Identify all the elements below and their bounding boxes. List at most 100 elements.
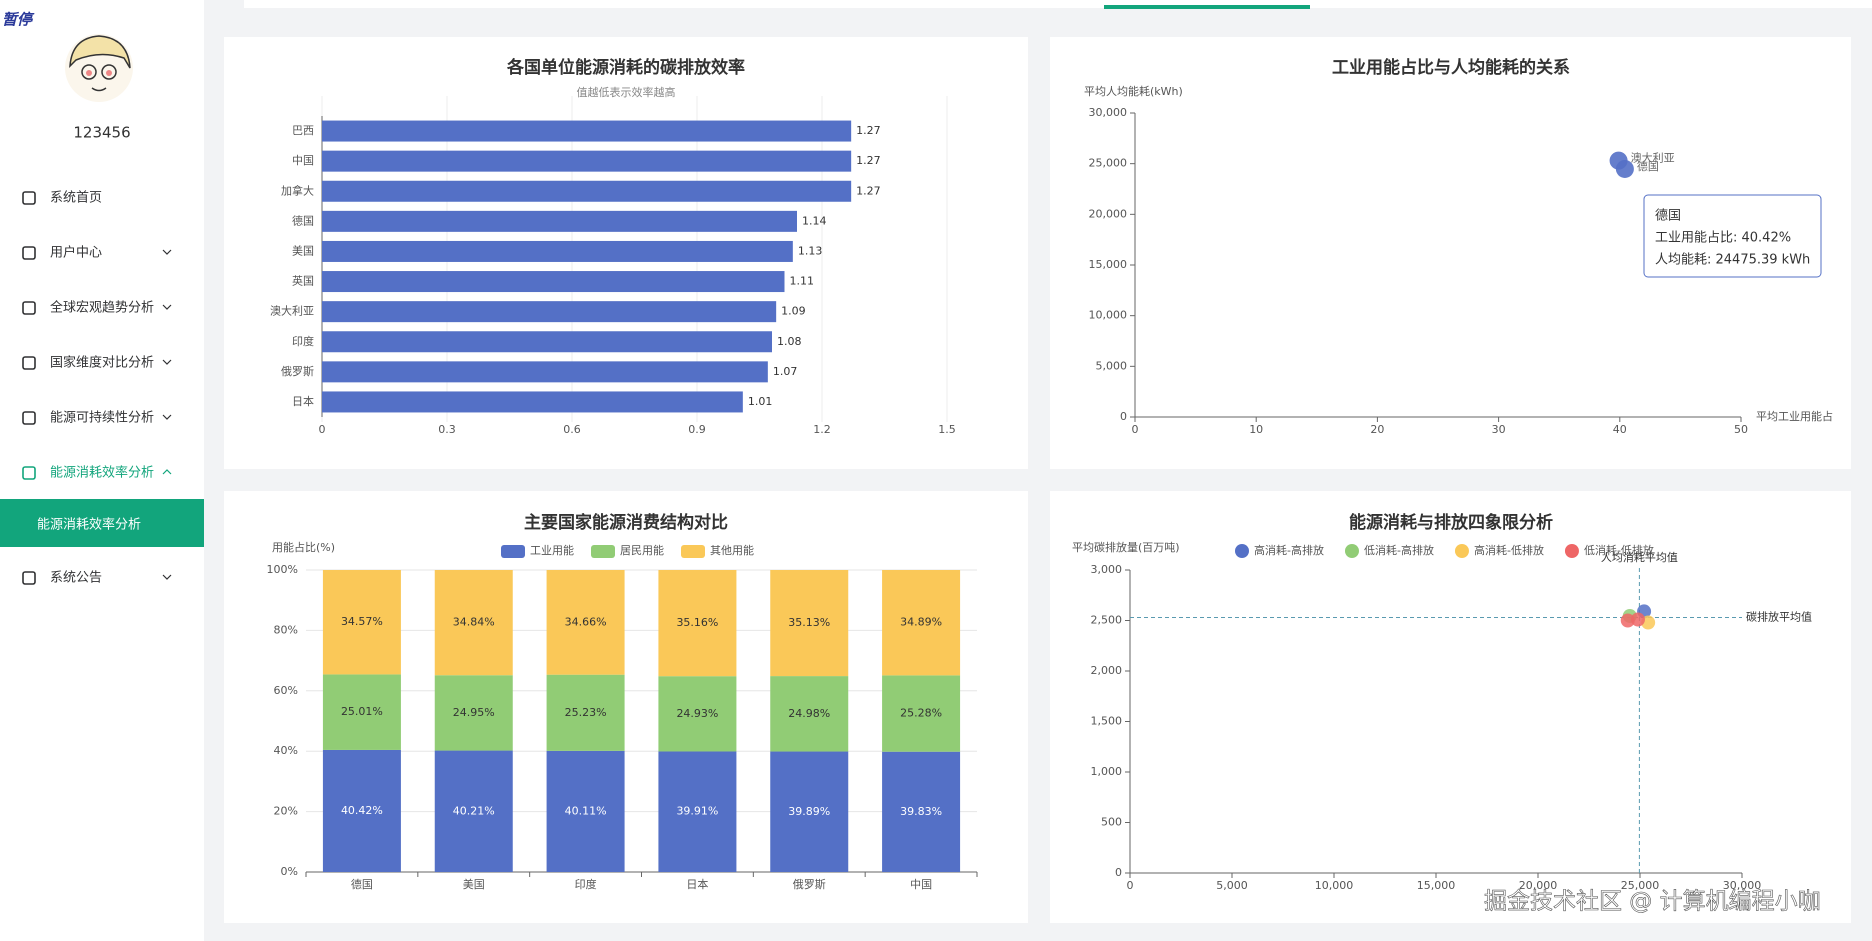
y-tick-label: 1,000	[1091, 765, 1123, 778]
menu-item[interactable]: 系统公告	[50, 571, 102, 586]
y-tick-label: 美国	[292, 244, 314, 257]
mark-line-label: 人均消耗平均值	[1601, 550, 1678, 564]
data-label: 25.23%	[565, 706, 607, 719]
data-label: 34.84%	[453, 616, 495, 629]
data-label: 1.13	[798, 244, 823, 257]
data-label: 24.98%	[788, 707, 830, 720]
x-tick-label: 50	[1734, 423, 1748, 436]
legend-swatch	[1564, 544, 1579, 558]
x-tick-label: 10,000	[1315, 879, 1354, 892]
x-tick-label: 俄罗斯	[793, 878, 826, 891]
bar	[322, 240, 793, 262]
bar-segment	[658, 676, 737, 752]
bar	[322, 150, 852, 172]
active-submenu[interactable]	[0, 499, 204, 547]
avatar	[65, 34, 133, 102]
y-tick-label: 1,500	[1091, 715, 1123, 728]
y-tick-label: 俄罗斯	[281, 365, 314, 378]
x-tick-label: 0.3	[438, 423, 456, 436]
data-label: 39.89%	[788, 805, 830, 818]
legend-label: 低消耗-低排放	[1584, 543, 1654, 557]
x-tick-label: 0	[319, 423, 326, 436]
chevron	[162, 574, 172, 580]
data-label: 24.95%	[453, 706, 495, 719]
point	[1630, 612, 1645, 627]
data-label: 34.89%	[900, 616, 942, 629]
chevron	[162, 249, 172, 255]
point	[1620, 613, 1635, 628]
y-tick-label: 日本	[292, 394, 314, 408]
bar	[322, 361, 768, 383]
y-tick-label: 2,500	[1091, 614, 1123, 627]
panel	[1050, 491, 1851, 923]
x-tick-label: 1.5	[938, 423, 956, 436]
y-axis-title: 平均人均能耗(kWh)	[1084, 84, 1183, 98]
bar-segment	[434, 675, 513, 751]
bar-segment	[434, 570, 513, 676]
bar-segment	[882, 570, 961, 676]
menu-item[interactable]: 系统首页	[50, 191, 102, 206]
y-tick-label: 30,000	[1089, 106, 1128, 119]
data-label: 24.93%	[676, 707, 718, 720]
bar-segment	[658, 570, 737, 677]
active-tab	[1104, 5, 1310, 9]
data-label: 1.27	[856, 154, 881, 167]
bar	[322, 180, 852, 202]
submenu-item[interactable]: 能源消耗效率分析	[37, 517, 141, 533]
x-tick-label: 5,000	[1216, 879, 1248, 892]
data-label: 35.16%	[676, 616, 718, 629]
data-label: 40.42%	[341, 804, 383, 817]
tooltip-text: 德国	[1655, 209, 1681, 224]
bar-segment	[322, 749, 401, 872]
data-label: 39.83%	[900, 805, 942, 818]
y-tick-label: 60%	[274, 684, 298, 697]
y-tick-label: 25,000	[1089, 157, 1128, 170]
legend-swatch	[1235, 544, 1249, 558]
menu-icon	[22, 411, 36, 425]
bar	[322, 391, 743, 413]
menu-item[interactable]: 用户中心	[50, 245, 102, 261]
chevron	[162, 359, 172, 365]
chart-title: 各国单位能源消耗的碳排放效率	[506, 57, 745, 78]
point-label: 澳大利亚	[1631, 151, 1675, 165]
x-tick-label: 日本	[686, 877, 708, 891]
menu-item[interactable]: 全球宏观趋势分析	[50, 300, 154, 316]
y-tick-label: 中国	[292, 154, 314, 167]
data-label: 1.27	[856, 184, 881, 197]
y-tick-label: 20%	[274, 805, 298, 818]
subtitle: 值越低表示效率越高	[577, 85, 676, 99]
mark-line-label: 碳排放平均值	[1746, 609, 1812, 623]
menu-icon	[22, 571, 36, 585]
menu-item[interactable]: 能源消耗效率分析	[50, 465, 154, 481]
x-tick-label: 1.2	[813, 423, 831, 436]
point	[1615, 159, 1634, 178]
x-tick-label: 30	[1492, 423, 1506, 436]
y-tick-label: 德国	[292, 213, 314, 227]
legend-swatch	[681, 545, 705, 558]
x-tick-label: 15,000	[1417, 879, 1456, 892]
data-label: 25.28%	[900, 707, 942, 720]
username: 123456	[73, 124, 130, 142]
x-tick-label: 美国	[463, 878, 485, 891]
legend-label: 工业用能	[530, 543, 574, 557]
menu-item[interactable]: 国家维度对比分析	[50, 355, 154, 371]
menu-icon	[22, 191, 36, 205]
chart-title: 工业用能占比与人均能耗的关系	[1332, 57, 1570, 78]
y-tick-label: 加拿大	[281, 183, 314, 197]
tooltip	[1643, 194, 1822, 278]
chart-title: 能源消耗与排放四象限分析	[1349, 512, 1553, 533]
legend-swatch	[591, 545, 615, 558]
y-tick-label: 20,000	[1089, 207, 1128, 220]
y-tick-label: 80%	[274, 623, 298, 636]
data-label: 34.57%	[341, 615, 383, 628]
legend-swatch	[1454, 544, 1469, 558]
chevron	[162, 469, 172, 475]
menu-item[interactable]: 能源可持续性分析	[50, 411, 154, 426]
bar-segment	[434, 750, 513, 872]
tab-bar	[244, 0, 1872, 8]
data-label: 1.27	[856, 124, 881, 137]
bar-segment	[770, 751, 849, 872]
bar-segment	[882, 751, 961, 872]
data-label: 39.91%	[676, 805, 718, 818]
